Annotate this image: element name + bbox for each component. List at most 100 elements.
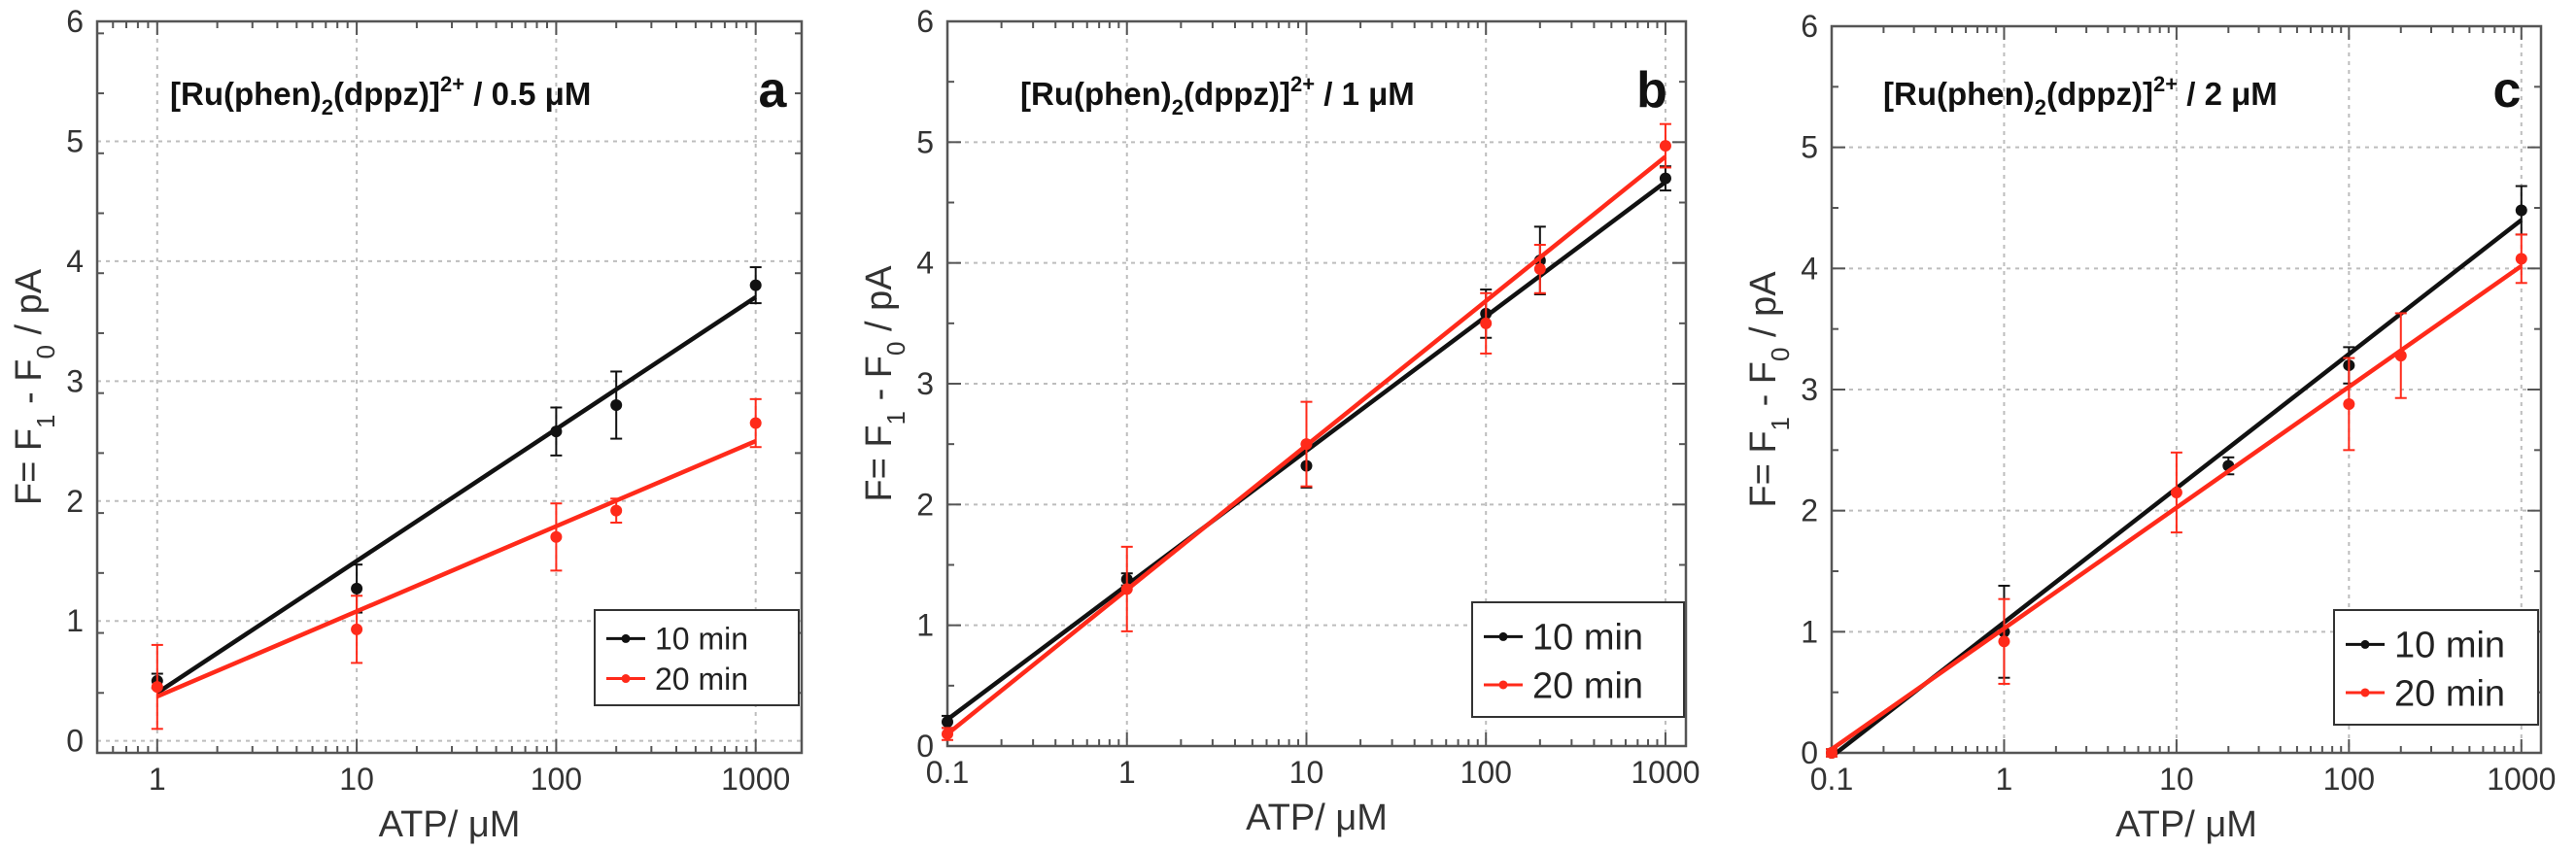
data-point [2170,486,2182,498]
y-tick-label: 3 [1801,372,1818,407]
x-tick-label: 1 [149,762,166,797]
x-tick-label: 10 [1289,755,1324,790]
panel-title-sub: 2 [2035,95,2046,119]
y-tick-label: 2 [66,484,84,519]
y-axis-title-part: - F [1743,361,1784,417]
y-axis-title-sub: 1 [1766,417,1795,430]
data-point [2343,397,2355,410]
panel-title-sup: 2+ [440,72,464,96]
legend-label: 20 min [655,662,748,697]
legend: 10 min 20 min [1471,601,1685,718]
data-point [1300,438,1313,451]
data-point [942,728,953,740]
data-point [550,530,563,543]
legend-swatch-marker [621,633,631,643]
y-axis-title-sub: 0 [31,345,60,358]
data-point [151,681,163,694]
panel-title: [Ru(phen)2(dppz)]2+ / 2 μM [1883,72,2278,119]
data-point [1659,140,1671,153]
y-tick-label: 5 [1801,130,1818,165]
y-axis-title-part: F= F [1743,430,1784,507]
panel-letter: c [2493,62,2522,119]
data-point [351,623,363,635]
data-point [1826,747,1838,759]
data-point [1998,635,2010,648]
data-point [550,425,563,438]
panel-title-part: [Ru(phen) [1883,76,2035,112]
x-tick-label: 0.1 [1810,762,1853,797]
panel-letter: b [1636,62,1667,119]
y-axis-title-part: / pA [859,265,900,342]
data-point [1120,583,1133,595]
legend-label: 20 min [1532,665,1643,706]
x-axis-title: ATP/ μM [2115,804,2257,845]
x-tick-label: 1000 [1631,755,1700,790]
x-tick-label: 100 [2323,762,2375,797]
y-tick-label: 3 [66,363,84,398]
x-tick-label: 1000 [721,762,790,797]
legend-box [594,609,800,706]
data-point [1480,317,1493,329]
legend-label: 20 min [2394,673,2505,714]
x-tick-label: 100 [1460,755,1512,790]
y-axis-title-sub: 1 [31,414,60,427]
y-axis-title-sub: 0 [1766,348,1795,361]
series-10min [151,266,762,696]
y-axis-title-part: - F [859,356,900,411]
legend-swatch-marker [1498,631,1508,641]
data-point [942,716,953,729]
legend-label: 10 min [1532,618,1643,659]
panel-title-part: (dppz)] [2046,76,2153,112]
y-axis-title: F= F1 - F0 / pA [1743,271,1795,508]
legend: 10 min 20 min [594,609,800,706]
y-tick-label: 6 [66,4,84,39]
y-tick-label: 5 [916,124,934,159]
y-tick-label: 4 [916,246,934,281]
data-point [610,504,623,517]
legend-swatch-marker [2360,639,2370,649]
legend-swatch-marker [2360,688,2370,697]
y-axis-title: F= F1 - F0 / pA [9,268,60,505]
legend-box [2333,609,2539,726]
legend-swatch-marker [1498,680,1508,690]
x-tick-label: 1 [1118,755,1136,790]
data-point [1659,172,1671,185]
data-point [1533,262,1546,275]
data-point [610,399,623,412]
plot-frame [95,19,804,755]
legend-label: 10 min [655,622,748,657]
y-axis-title-part: / pA [1743,271,1784,348]
y-axis-title-part: F= F [9,428,50,505]
data-point [749,417,762,429]
y-axis-title: F= F1 - F0 / pA [859,265,910,502]
panel-title-sub: 2 [1172,95,1184,119]
panel-title-part: / 2 μM [2178,76,2278,112]
y-tick-label: 4 [1801,251,1818,286]
legend-swatch-marker [621,674,631,684]
panel-title-part: [Ru(phen) [1020,76,1172,112]
data-point [2515,204,2527,217]
legend-box [1471,601,1685,718]
x-tick-label: 1000 [2487,762,2556,797]
legend: 10 min 20 min [2333,609,2539,726]
series-20min [1826,233,2527,759]
x-tick-label: 100 [531,762,582,797]
data-point [351,582,363,595]
y-axis-title-part: - F [9,358,50,414]
series-20min [151,397,762,731]
panel-title-part: (dppz)] [1184,76,1290,112]
panel-title-part: / 0.5 μM [464,76,591,112]
data-point [2515,253,2527,265]
panel-letter: a [759,62,788,119]
legend-label: 10 min [2394,626,2505,666]
x-axis-title: ATP/ μM [379,804,521,845]
y-tick-label: 4 [66,244,84,279]
panel-title-sub: 2 [322,95,333,119]
panel-title: [Ru(phen)2(dppz)]2+ / 1 μM [1020,72,1415,119]
x-tick-label: 1 [1996,762,2013,797]
y-tick-label: 5 [66,123,84,158]
